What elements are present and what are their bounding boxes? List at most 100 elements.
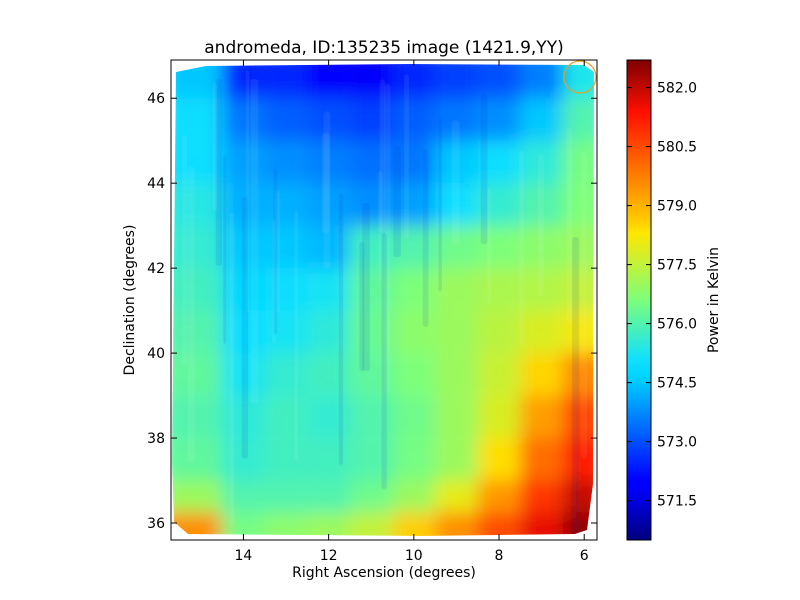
y-tick: 44 (147, 176, 597, 192)
heatmap-cell (264, 64, 308, 99)
heatmap-cell (435, 225, 478, 269)
heatmap-cell (477, 512, 521, 536)
heatmap-cell (349, 225, 393, 269)
heatmap-cell (477, 268, 521, 311)
heatmap-cell (562, 140, 594, 184)
heatmap-cell (562, 310, 594, 354)
heatmap-cell (562, 512, 594, 536)
heatmap-cell (392, 98, 436, 141)
heatmap-cell (392, 310, 436, 354)
streak (519, 151, 524, 346)
colorbar-tick-label: 574.5 (657, 376, 697, 392)
heatmap-cell (172, 268, 223, 311)
heatmap-cell (307, 225, 350, 269)
heatmap-cell (349, 140, 393, 184)
heatmap-cell (172, 98, 223, 141)
streak (294, 210, 298, 462)
streak (422, 149, 429, 328)
heatmap-cell (349, 98, 393, 141)
y-tick-label: 40 (147, 346, 165, 362)
heatmap-cell (392, 353, 436, 396)
streak (274, 190, 281, 313)
colorbar-tick: 574.5 (627, 376, 697, 392)
x-tick-label: 14 (235, 548, 253, 564)
x-tick: 10 (405, 60, 423, 564)
colorbar-tick-label: 580.5 (657, 140, 697, 156)
heatmap-cell (435, 512, 478, 536)
chart-title: andromeda, ID:135235 image (1421.9,YY) (204, 38, 563, 58)
streak (378, 170, 383, 281)
streak (323, 111, 331, 269)
heatmap-cell (349, 395, 393, 439)
heatmap-cell (172, 395, 223, 439)
streak (272, 219, 276, 344)
colorbar-gradient (627, 60, 651, 540)
heatmap-cell (349, 268, 393, 311)
heatmap-cells (172, 64, 594, 536)
heatmap-cell (307, 395, 350, 439)
streak (379, 79, 386, 233)
heatmap-cell (264, 353, 308, 396)
heatmap-cell (435, 140, 478, 184)
heatmap-cell (435, 268, 478, 311)
heatmap-cell (307, 310, 350, 354)
heatmap-cell (477, 480, 521, 513)
y-tick-label: 36 (147, 516, 165, 532)
streak (451, 120, 460, 245)
heatmap-cell (435, 480, 478, 513)
heatmap-cell (392, 395, 436, 439)
streak (321, 133, 330, 234)
heatmap-cell (562, 225, 594, 269)
streak (273, 168, 278, 335)
heatmap-cell (520, 268, 563, 311)
streak (223, 156, 227, 344)
heatmap-cell (222, 480, 265, 513)
heatmap-cell (520, 183, 563, 226)
heatmap-cell (172, 480, 223, 513)
heatmap-cell (477, 98, 521, 141)
heatmap-cell (172, 140, 223, 184)
heatmap-cell (520, 64, 563, 99)
plot-frame (170, 59, 598, 541)
streak (581, 152, 588, 459)
streak (215, 78, 223, 266)
colorbar-tick: 576.0 (627, 317, 697, 333)
heatmap-cell (264, 395, 308, 439)
heatmap-cell (264, 480, 308, 513)
colorbar-tick-label: 579.0 (657, 199, 697, 215)
heatmap-cell (520, 98, 563, 141)
colorbar-tick: 582.0 (627, 81, 697, 97)
y-axis-ticks: 36 38 40 42 44 46 (147, 91, 597, 532)
y-tick-label: 38 (147, 431, 165, 447)
colorbar-tick-label: 577.5 (657, 258, 697, 274)
heatmap-cell (477, 310, 521, 354)
x-tick: 12 (320, 60, 338, 564)
colorbar: 571.5 573.0 574.5 576.0 577.5 579.0 580.… (626, 59, 722, 541)
heatmap-cell (477, 140, 521, 184)
x-tick-label: 10 (405, 548, 423, 564)
x-tick-label: 8 (495, 548, 504, 564)
heatmap-cell (477, 183, 521, 226)
streak (438, 118, 442, 292)
y-tick: 42 (147, 261, 597, 277)
heatmap-cell (520, 512, 563, 536)
heatmap-cell (172, 512, 223, 536)
streak (212, 82, 218, 211)
heatmap-cell (349, 438, 393, 481)
colorbar-tick: 571.5 (627, 494, 697, 510)
x-tick: 6 (580, 60, 589, 564)
streak (487, 187, 492, 303)
y-tick-label: 42 (147, 261, 165, 277)
streak (187, 166, 195, 463)
heatmap-cell (307, 438, 350, 481)
x-axis-label: Right Ascension (degrees) (292, 565, 476, 581)
heatmap-cell (562, 480, 594, 513)
heatmap-cell (222, 395, 265, 439)
heatmap-cell (562, 98, 594, 141)
streak (381, 233, 387, 490)
heatmap-cell (477, 395, 521, 439)
heatmap-cell (392, 512, 436, 536)
heatmap-cell (477, 64, 521, 99)
y-tick: 36 (147, 516, 597, 532)
